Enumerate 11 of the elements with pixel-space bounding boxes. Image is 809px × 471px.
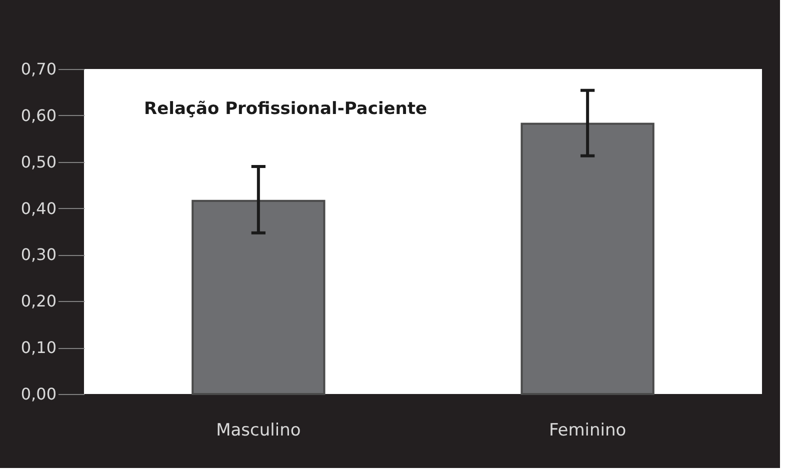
y-tick-label: 0,00 xyxy=(20,384,56,404)
y-tick-label: 0,50 xyxy=(20,152,56,172)
y-tick-label: 0,10 xyxy=(20,338,56,358)
y-tick-label: 0,40 xyxy=(20,198,56,218)
y-tick-label: 0,30 xyxy=(20,245,56,264)
y-tick-label: 0,60 xyxy=(20,106,56,125)
y-tick-label: 0,20 xyxy=(20,292,56,311)
x-tick-label: Masculino xyxy=(216,420,301,440)
y-tick-label: 0,70 xyxy=(20,60,56,78)
text: Relação Profissional-Paciente xyxy=(144,99,428,119)
x-tick-label: Feminino xyxy=(548,420,626,440)
